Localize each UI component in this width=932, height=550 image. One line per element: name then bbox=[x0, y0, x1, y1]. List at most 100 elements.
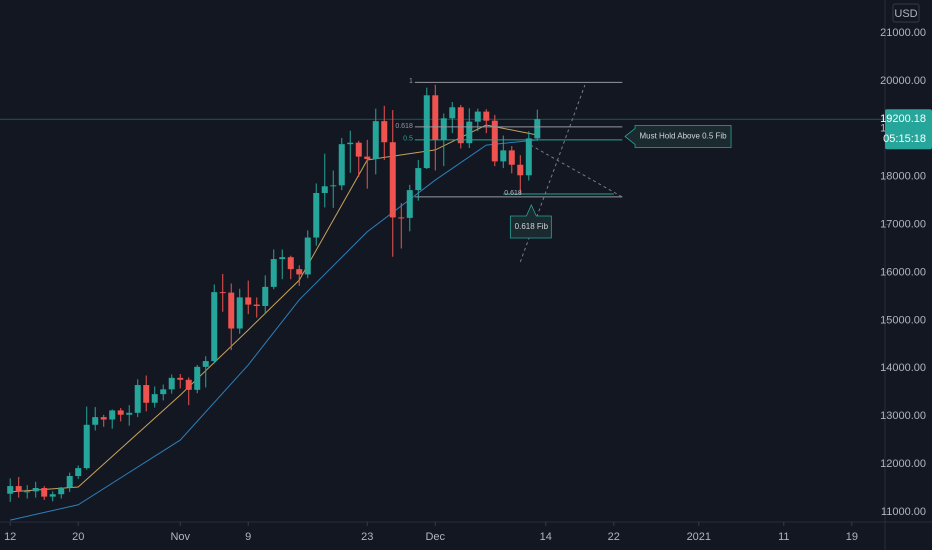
y-tick-label: 12000.00 bbox=[880, 458, 926, 470]
candle-body bbox=[32, 487, 39, 492]
x-tick-label: 14 bbox=[540, 531, 552, 543]
callout-text: 0.618 Fib bbox=[515, 222, 549, 231]
currency: USD bbox=[894, 8, 917, 20]
candle-body bbox=[245, 297, 252, 305]
candle-body bbox=[117, 410, 124, 415]
candle-body bbox=[41, 487, 48, 497]
currency-box bbox=[892, 3, 920, 23]
candle-body bbox=[355, 142, 362, 157]
candle-body bbox=[109, 410, 116, 420]
fib-label: 0.618 bbox=[395, 123, 413, 130]
x-tick-label: 9 bbox=[245, 531, 251, 543]
y-tick-label: 11000.00 bbox=[881, 506, 926, 518]
candle-body bbox=[398, 217, 405, 219]
moving-average bbox=[10, 139, 538, 521]
fib-label: 1 bbox=[409, 78, 413, 85]
candle-body bbox=[287, 257, 294, 270]
candle-body bbox=[500, 150, 507, 162]
candle-body bbox=[406, 190, 413, 218]
candle-body bbox=[508, 150, 515, 165]
x-tick-label: 12 bbox=[4, 531, 16, 543]
candle-body bbox=[143, 385, 150, 403]
x-tick-label: 22 bbox=[608, 531, 620, 543]
candle-body bbox=[177, 377, 184, 380]
candle-body bbox=[491, 120, 498, 162]
candle-body bbox=[415, 168, 422, 191]
x-tick-label: 20 bbox=[72, 531, 84, 543]
y-tick-label: 16000.00 bbox=[880, 266, 926, 278]
x-tick-label: Dec bbox=[425, 531, 445, 543]
y-tick-label: 21000.00 bbox=[880, 27, 926, 39]
candle-body bbox=[330, 185, 337, 187]
y-tick-label: 13000.00 bbox=[880, 410, 926, 422]
candle-body bbox=[338, 144, 345, 186]
candle-body bbox=[151, 394, 158, 403]
candle-body bbox=[279, 257, 286, 260]
candle-body bbox=[185, 379, 192, 390]
candle-body bbox=[270, 259, 277, 287]
candle-body bbox=[440, 118, 447, 140]
candle-body bbox=[126, 412, 133, 415]
x-tick-label: 11 bbox=[778, 531, 789, 543]
candle-body bbox=[372, 121, 379, 159]
candle-body bbox=[160, 389, 167, 395]
candle-body bbox=[321, 186, 328, 193]
candle-body bbox=[194, 366, 201, 390]
y-tick-label: 20000.00 bbox=[880, 75, 926, 87]
fib-small-label: 0.618 bbox=[504, 190, 522, 197]
candle-body bbox=[517, 164, 524, 176]
candle-body bbox=[168, 377, 175, 390]
candle-body bbox=[100, 417, 107, 420]
candle-body bbox=[432, 95, 439, 140]
candle-body bbox=[236, 297, 243, 329]
candle-body bbox=[58, 487, 65, 495]
candle-body bbox=[253, 304, 260, 307]
candle-body bbox=[423, 95, 430, 169]
candle-body bbox=[364, 156, 371, 159]
candle-body bbox=[313, 192, 320, 238]
price-label: 19200.18 bbox=[880, 113, 926, 125]
candle-body bbox=[296, 269, 303, 275]
candle-body bbox=[24, 491, 31, 493]
x-tick-label: 2021 bbox=[687, 531, 711, 543]
candle-body bbox=[15, 486, 22, 492]
candle-body bbox=[211, 292, 218, 362]
candle-body bbox=[219, 292, 226, 294]
candle-body bbox=[7, 486, 14, 494]
candle-body bbox=[347, 142, 354, 145]
callout-box bbox=[624, 125, 732, 148]
x-tick-label: 23 bbox=[361, 531, 373, 543]
callout-box bbox=[509, 204, 552, 239]
y-tick-label: 14000.00 bbox=[880, 362, 926, 374]
y-tick-label: 17000.00 bbox=[880, 219, 926, 231]
candle-body bbox=[49, 494, 56, 497]
y-tick-label: 15000.00 bbox=[880, 314, 926, 326]
callout-text: Must Hold Above 0.5 Fib bbox=[639, 132, 727, 141]
candle-body bbox=[202, 361, 209, 367]
candle-body bbox=[66, 476, 73, 488]
candle-body bbox=[457, 107, 464, 144]
candle-body bbox=[389, 142, 396, 218]
candle-body bbox=[262, 286, 269, 307]
price-label-box bbox=[885, 109, 932, 150]
candle-body bbox=[75, 468, 82, 477]
candle-body bbox=[474, 111, 481, 122]
fib-label: 0.5 bbox=[403, 136, 413, 143]
x-tick-label: 19 bbox=[846, 531, 858, 543]
candle-body bbox=[83, 424, 90, 469]
candle-body bbox=[134, 385, 141, 413]
candle-body bbox=[466, 121, 473, 144]
candle-body bbox=[381, 121, 388, 143]
x-tick-label: Nov bbox=[170, 531, 190, 543]
candle-body bbox=[92, 417, 99, 425]
candle-body bbox=[534, 119, 541, 139]
candle-body bbox=[449, 107, 456, 119]
candle-body bbox=[483, 111, 490, 121]
y-tick-label: 18000.00 bbox=[880, 171, 926, 183]
candle-body bbox=[525, 138, 532, 176]
countdown: 05:15:18 bbox=[883, 133, 926, 145]
candle-body bbox=[228, 292, 235, 329]
